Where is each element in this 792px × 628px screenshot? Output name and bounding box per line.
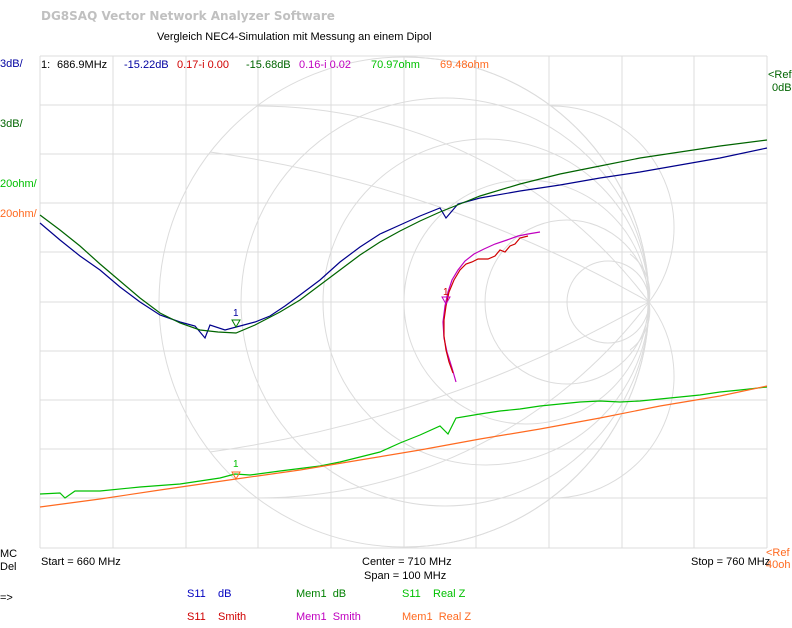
scale-label-mem1-db[interactable]: 3dB/	[0, 118, 23, 130]
trace-s11-smith	[443, 235, 529, 374]
smith-x-arc-n0.2	[209, 301, 650, 453]
marker-1-realz[interactable]: 1	[231, 459, 241, 481]
marker-1-smith-label: 1	[443, 287, 449, 298]
legend-s11-realz-trace[interactable]: S11 Real Z	[402, 588, 466, 600]
trace-s11-db	[39, 147, 768, 340]
trace-mem1-smith	[442, 231, 541, 383]
readout-s11-realz: 70.97ohm	[371, 59, 420, 71]
app-title: DG8SAQ Vector Network Analyzer Software	[41, 9, 335, 23]
marker-1-smith-triangle[interactable]	[441, 296, 451, 306]
center-frequency[interactable]: Center = 710 MHz	[362, 556, 452, 568]
stop-frequency[interactable]: Stop = 760 MHz	[691, 556, 771, 568]
marker-1-db-label: 1	[233, 308, 239, 319]
ref-bottom-value: 40oh	[766, 559, 791, 571]
smith-x-arc-n2	[550, 301, 675, 499]
readout-s11-db: -15.22dB	[124, 59, 169, 71]
readout-mem1-db: -15.68dB	[246, 59, 291, 71]
readout-mem1-realz: 69.48ohm	[440, 59, 489, 71]
scale-label-mem1-realz[interactable]: 20ohm/	[0, 208, 37, 220]
legend-s11-smith-trace[interactable]: S11 Smith	[187, 611, 247, 623]
smith-x-arc-n1	[403, 301, 650, 548]
ref-top-arrow[interactable]: <Ref	[768, 69, 792, 81]
scale-label-s11-db[interactable]: 3dB/	[0, 58, 23, 70]
smith-x-arc-p1	[403, 56, 650, 303]
ref-bottom-arrow[interactable]: <Ref	[766, 547, 790, 559]
smith-x-arc-p0.5	[256, 105, 650, 303]
trace-s11-realz	[39, 386, 768, 499]
scale-label-s11-realz[interactable]: 20ohm/	[0, 178, 37, 190]
marker-1-realz-label: 1	[233, 459, 239, 470]
span-frequency[interactable]: Span = 100 MHz	[364, 570, 447, 582]
mc-label[interactable]: MC	[0, 548, 18, 560]
readout-mem1-smith: 0.16-i 0.02	[299, 59, 351, 71]
trace-mem1-realz	[39, 385, 768, 508]
del-label[interactable]: Del	[0, 561, 17, 573]
marker-1-smith[interactable]: 1	[441, 287, 451, 306]
legend-mem1-db-trace[interactable]: Mem1 dB	[296, 588, 347, 600]
smith-x-arc-n0.5	[256, 301, 650, 499]
legend-mem1-smith-trace[interactable]: Mem1 Smith	[296, 611, 361, 623]
rect-grid	[39, 55, 768, 549]
marker-1-realz-triangle[interactable]	[231, 471, 241, 481]
marker-1-db[interactable]: 1	[231, 308, 241, 329]
legend-mem1-realz-trace[interactable]: Mem1 Real Z	[402, 611, 472, 623]
marker-1-db-triangle[interactable]	[231, 319, 241, 329]
legend-s11-db-trace[interactable]: S11 dB	[187, 588, 232, 600]
smith-x-arc-n5	[629, 301, 651, 351]
smith-x-arc-p2	[550, 105, 675, 303]
ref-top-value: 0dB	[772, 82, 792, 94]
marker-index: 1:	[41, 59, 51, 71]
smith-x-arc-p0.2	[209, 151, 650, 303]
command-arrow[interactable]: =>	[0, 592, 13, 604]
markers[interactable]: 1 1 1	[231, 287, 451, 481]
smith-x-arc-p5	[629, 253, 651, 303]
plot-title: Vergleich NEC4-Simulation mit Messung an…	[157, 31, 432, 43]
marker-frequency: 686.9MHz	[57, 59, 108, 71]
smith-chart-grid	[158, 56, 675, 548]
readout-s11-smith: 0.17-i 0.00	[177, 59, 229, 71]
start-frequency[interactable]: Start = 660 MHz	[41, 556, 121, 568]
trace-mem1-db	[39, 139, 768, 334]
